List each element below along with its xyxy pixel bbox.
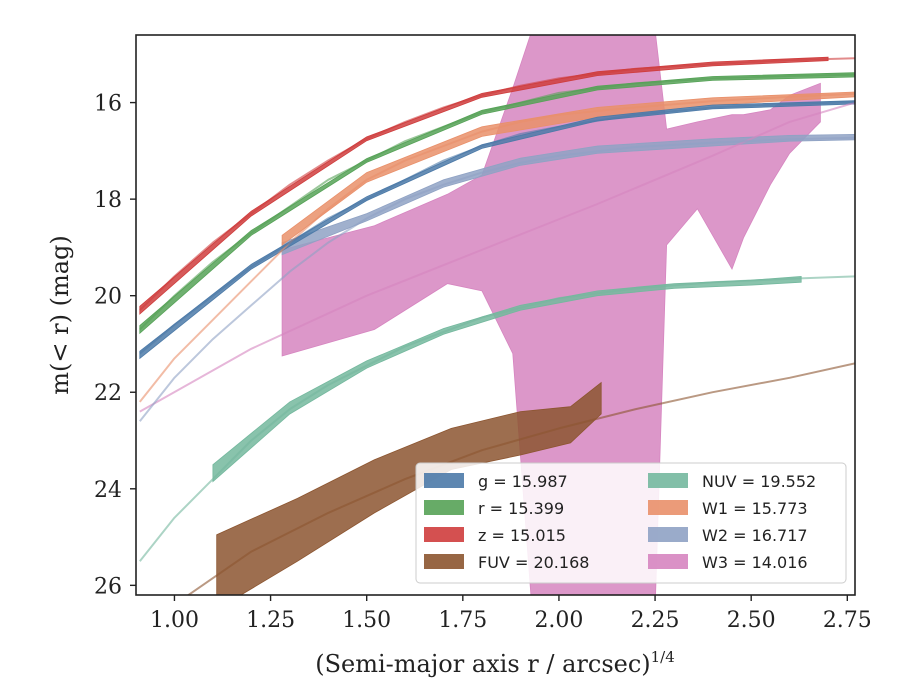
x-tick-label: 2.00	[534, 608, 583, 633]
x-tick-label: 2.25	[631, 608, 680, 633]
legend-label-w2: W2 = 16.717	[702, 526, 808, 545]
legend-swatch-w3	[648, 554, 688, 569]
x-tick-label: 2.50	[727, 608, 776, 633]
legend-box	[415, 462, 847, 584]
y-tick-label: 24	[94, 478, 122, 503]
model-line-z	[139, 57, 855, 311]
legend-label-w3: W3 = 14.016	[702, 553, 808, 572]
legend: g = 15.987 r = 15.399 z = 15.015 FUV = 20.1…	[415, 462, 847, 584]
legend-label-g: g = 15.987	[478, 472, 568, 491]
band-w3	[281, 35, 821, 595]
x-tick-label: 1.25	[246, 608, 295, 633]
model-line-w2	[139, 136, 855, 422]
x-axis-title: (Semi-major axis r / arcsec)1/4	[315, 648, 675, 678]
legend-swatch-w2	[648, 527, 688, 542]
model-line-w3	[139, 101, 855, 413]
legend-swatch-w1	[648, 500, 688, 515]
x-tick-label: 1.75	[438, 608, 487, 633]
model-line-r	[139, 73, 855, 331]
band-w2	[281, 133, 855, 256]
legend-label-nuv: NUV = 19.552	[702, 472, 816, 491]
legend-label-z: z = 15.015	[478, 526, 566, 545]
x-tick-label: 1.50	[342, 608, 391, 633]
x-tick-label: 2.75	[823, 608, 872, 633]
legend-swatch-z	[424, 527, 464, 542]
plot-area	[139, 35, 855, 595]
legend-label-w1: W1 = 15.773	[702, 499, 808, 518]
legend-swatch-r	[424, 500, 464, 515]
y-tick-label: 26	[94, 574, 122, 599]
legend-swatch-fuv	[424, 554, 464, 569]
band-w1	[281, 91, 855, 246]
legend-swatch-g	[424, 473, 464, 488]
model-line-layer	[139, 57, 855, 595]
y-tick-label: 16	[94, 92, 122, 117]
x-tick-label: 1.00	[150, 608, 199, 633]
plot-frame	[135, 34, 856, 596]
legend-label-fuv: FUV = 20.168	[478, 553, 589, 572]
y-tick-label: 20	[94, 285, 122, 310]
model-line-g	[139, 101, 855, 355]
y-axis-title: m(< r) (mag)	[46, 235, 74, 394]
model-line-nuv	[139, 275, 855, 562]
y-axis: 16 18 20 22 24 26	[94, 92, 136, 599]
band-layer	[139, 35, 855, 595]
legend-swatch-nuv	[648, 473, 688, 488]
band-fuv	[216, 381, 602, 595]
model-line-w1	[139, 92, 855, 403]
legend-label-r: r = 15.399	[478, 499, 564, 518]
band-r	[139, 72, 855, 335]
band-nuv	[212, 275, 802, 483]
y-tick-label: 18	[94, 188, 122, 213]
y-tick-label: 22	[94, 381, 122, 406]
model-line-fuv	[186, 362, 855, 595]
x-axis: 1.00 1.25 1.50 1.75 2.00 2.25 2.50 2.75	[150, 595, 872, 633]
